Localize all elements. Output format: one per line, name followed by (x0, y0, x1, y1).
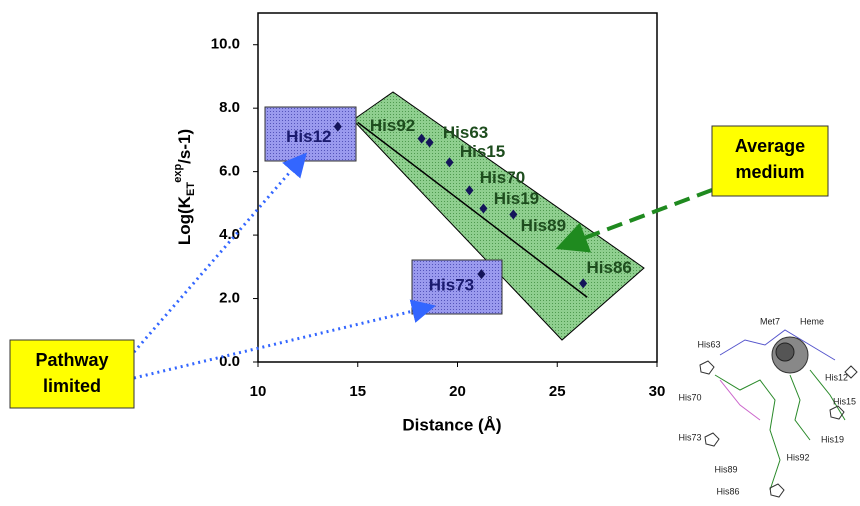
point-label: His92 (370, 116, 415, 135)
note: limited (43, 376, 101, 396)
point-label: His15 (460, 142, 505, 161)
point-label: His73 (429, 276, 474, 295)
inset-label: His92 (786, 452, 809, 462)
y-tick-label: 8.0 (219, 99, 240, 116)
y-title-part: Log(K (175, 195, 194, 245)
note: medium (735, 162, 804, 182)
inset-label: His70 (678, 392, 701, 402)
point-label: His19 (494, 189, 539, 208)
point-label: His12 (286, 127, 331, 146)
x-tick-label: 20 (449, 383, 466, 400)
point-label: His86 (586, 258, 631, 277)
inset-label: Heme (800, 316, 824, 326)
y-tick-label: 10.0 (211, 36, 240, 53)
inset-label: His86 (716, 486, 739, 496)
point-label: His89 (521, 216, 566, 235)
y-axis-title: Log(KETexp/s-1) (172, 129, 197, 245)
inset-label: His63 (697, 339, 720, 349)
x-tick-label: 25 (549, 383, 566, 400)
y-tick-label: 6.0 (219, 163, 240, 180)
figure: 10152025300.02.04.06.08.010.0His12His92H… (0, 0, 860, 506)
inset-label: Met7 (760, 316, 780, 326)
inset-label: His19 (821, 434, 844, 444)
point-label: His70 (480, 168, 525, 187)
note: Pathway (35, 350, 108, 370)
point-label: His63 (443, 123, 488, 142)
inset-label: His73 (678, 432, 701, 442)
y-title-sub: ET (185, 182, 197, 196)
inset-label: His15 (833, 396, 856, 406)
x-tick-label: 30 (649, 383, 666, 400)
note: Average (735, 136, 805, 156)
y-title-sup: exp (172, 164, 184, 183)
x-tick-label: 15 (349, 383, 366, 400)
x-tick-label: 10 (250, 383, 267, 400)
inset-label: His89 (714, 464, 737, 474)
x-axis-title: Distance (Å) (402, 415, 501, 434)
y-tick-label: 2.0 (219, 290, 240, 307)
inset-label: His12 (825, 372, 848, 382)
y-title-part: /s-1) (175, 129, 194, 164)
